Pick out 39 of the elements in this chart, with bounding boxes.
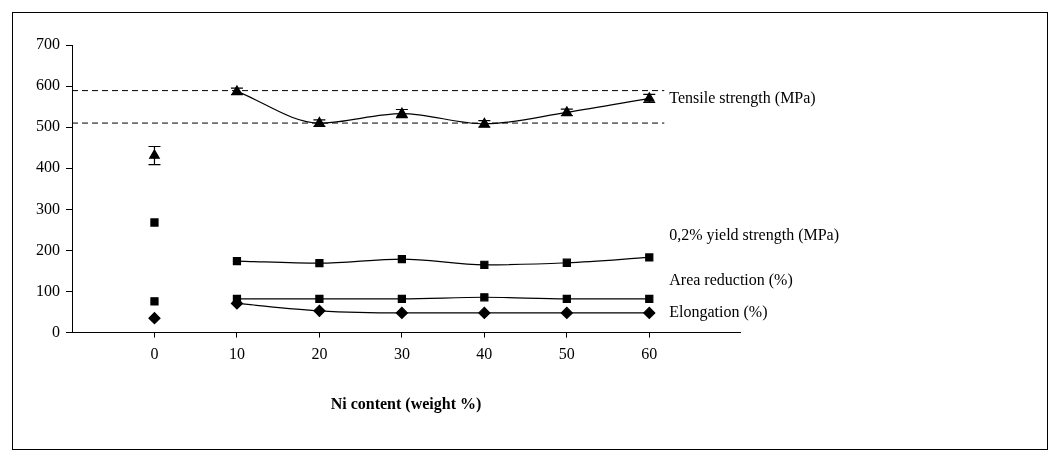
- series-label: Elongation (%): [669, 303, 768, 322]
- point: [315, 259, 324, 268]
- point: [149, 149, 160, 159]
- x-tick-label: 40: [476, 345, 493, 363]
- x-axis-title: Ni content (weight %): [330, 394, 482, 413]
- point: [315, 294, 324, 304]
- point: [397, 254, 407, 264]
- point: [148, 312, 161, 325]
- y-tick-label: 200: [36, 240, 60, 258]
- point: [562, 258, 571, 267]
- point: [395, 306, 408, 319]
- point: [478, 306, 491, 319]
- y-tick-label: 0: [52, 322, 60, 340]
- x-tick-label: 0: [150, 345, 159, 363]
- series-label: 0,2% yield strength (MPa): [669, 225, 840, 244]
- point: [397, 294, 407, 304]
- y-tick-label: 300: [36, 199, 60, 217]
- point: [313, 304, 326, 317]
- y-tick-label: 500: [36, 117, 60, 135]
- point: [562, 294, 571, 304]
- point: [150, 297, 159, 306]
- y-tick-label: 100: [36, 281, 60, 299]
- point: [560, 306, 573, 319]
- series-label: Area reduction (%): [669, 271, 793, 290]
- y-tick-label: 400: [36, 158, 60, 176]
- point: [645, 253, 654, 262]
- point: [645, 294, 654, 304]
- x-tick-label: 50: [558, 345, 575, 363]
- point: [480, 293, 489, 302]
- x-tick-label: 10: [228, 345, 245, 363]
- point: [480, 260, 489, 269]
- point: [232, 256, 242, 266]
- x-tick-label: 60: [641, 345, 658, 363]
- series-label: Tensile strength (MPa): [669, 88, 816, 107]
- point: [643, 306, 656, 319]
- x-tick-label: 20: [311, 345, 328, 363]
- y-tick-label: 700: [36, 35, 60, 53]
- x-tick-label: 30: [393, 345, 410, 363]
- y-tick-label: 600: [36, 76, 60, 94]
